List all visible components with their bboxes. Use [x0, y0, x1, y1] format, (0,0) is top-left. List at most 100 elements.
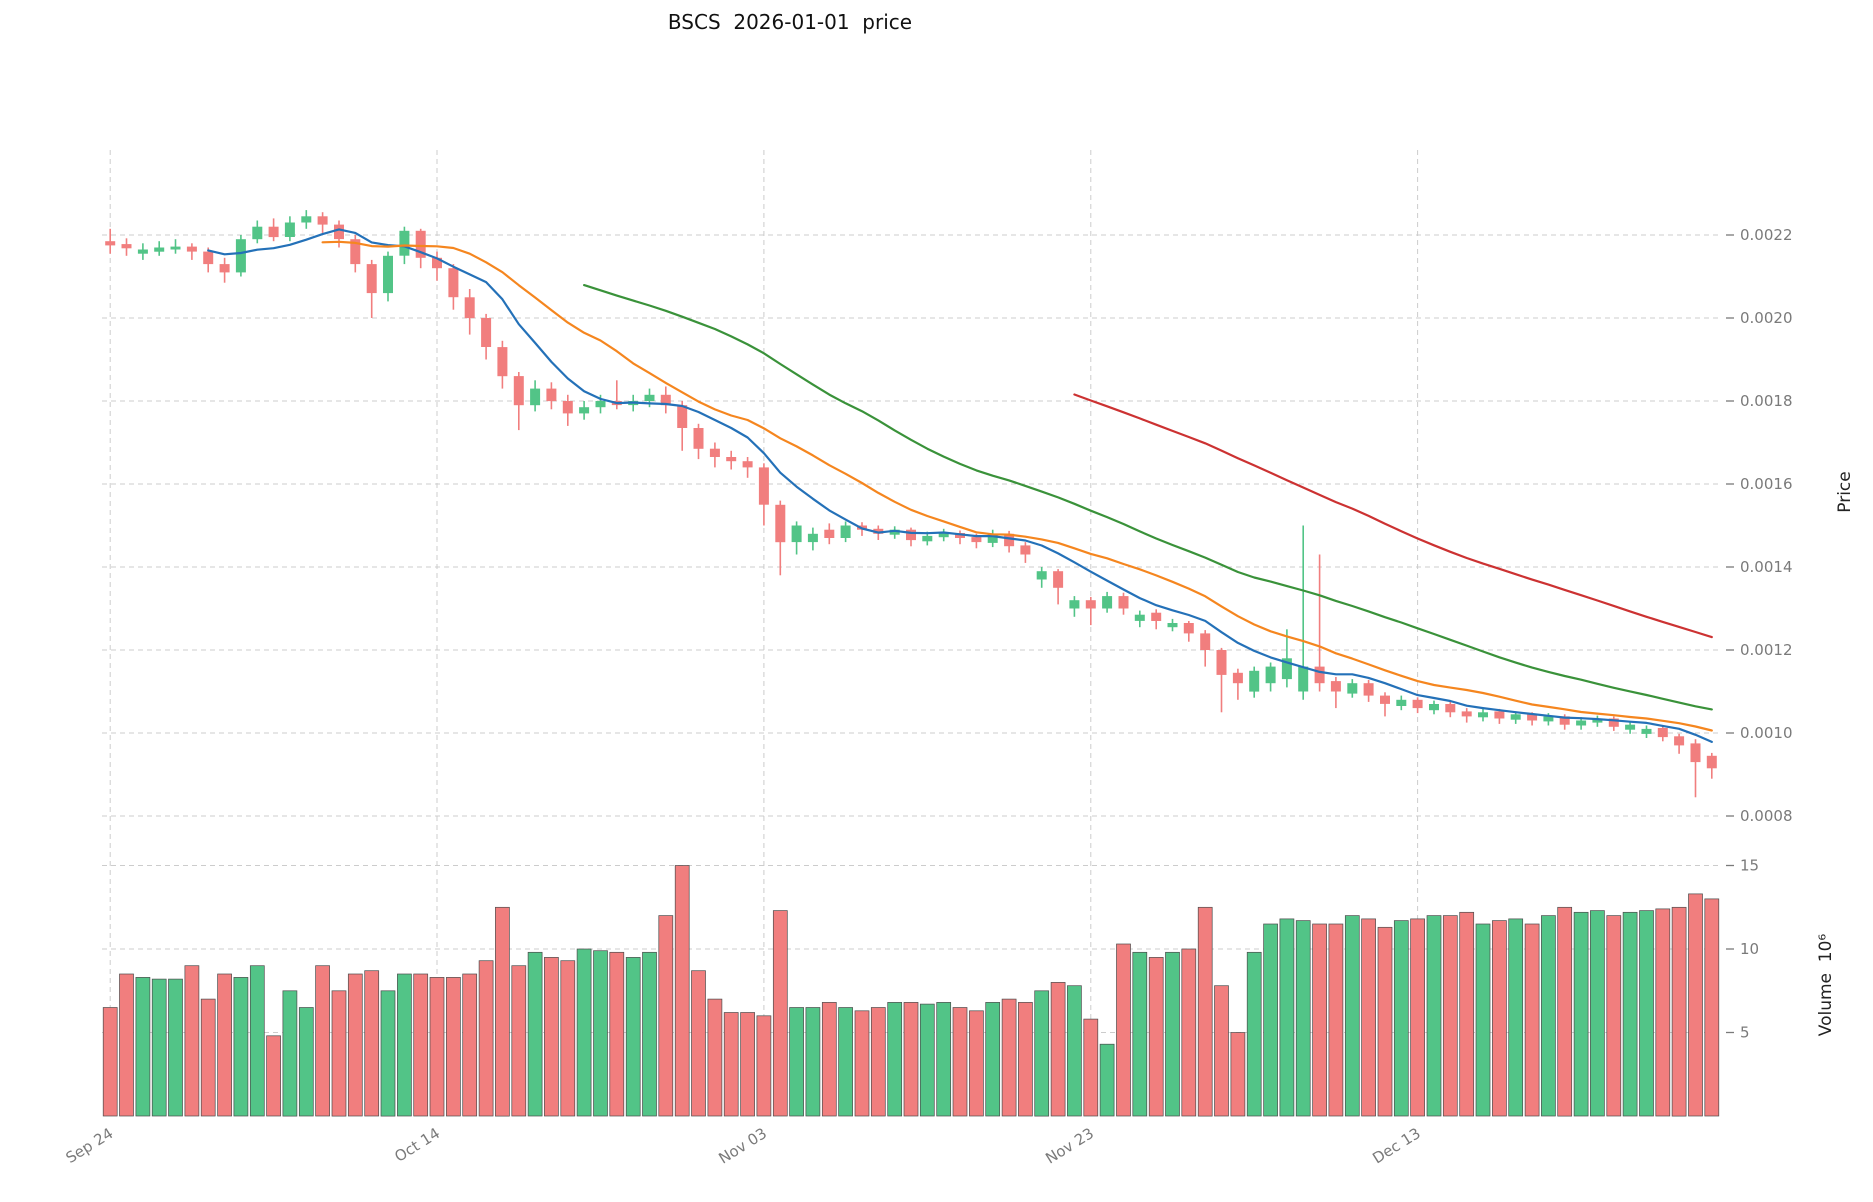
candle-body [579, 407, 590, 414]
candle-body [383, 255, 393, 294]
volume-bar [936, 1002, 952, 1117]
volume-bar [658, 915, 674, 1117]
candle-body [1183, 623, 1194, 634]
volume-bar [1459, 911, 1475, 1117]
candle-body [1674, 736, 1685, 746]
price-axis-label: Price [1835, 471, 1855, 513]
candle-body [562, 401, 573, 414]
volume-bar [756, 1015, 772, 1117]
candle-body [1543, 716, 1554, 722]
volume-bar [135, 977, 151, 1117]
candle-body [154, 247, 165, 252]
candle-body [1232, 672, 1243, 684]
volume-bar [1475, 923, 1491, 1117]
candle-body [971, 537, 982, 543]
candle-body [1657, 728, 1668, 738]
candle-body [399, 230, 410, 256]
candle-body [1625, 724, 1636, 730]
candle-body [1706, 755, 1717, 769]
volume-bar [397, 973, 412, 1117]
volume-tick-label: 10 [1740, 940, 1759, 958]
candle-body [1494, 711, 1505, 719]
candle-body [1559, 716, 1570, 725]
candle-body [301, 216, 312, 223]
candle-body [219, 264, 230, 273]
volume-bar [446, 977, 461, 1117]
candle-body [1429, 704, 1439, 711]
ma-long-line [582, 284, 1713, 711]
candle-body [775, 504, 786, 543]
volume-bar [1067, 985, 1082, 1117]
candle-body [1102, 596, 1113, 609]
candle-body [464, 297, 475, 319]
volume-bar [102, 1007, 118, 1117]
candle-body [1347, 683, 1358, 694]
candle-body [1069, 600, 1080, 609]
volume-bar [1116, 943, 1131, 1117]
volume-bar [1148, 957, 1164, 1117]
candle-body [889, 529, 900, 535]
candle-body [1363, 683, 1374, 696]
candle-body [1265, 666, 1276, 684]
price-tick-label: 0.0018 [1740, 392, 1793, 410]
volume-bar [1018, 1002, 1033, 1117]
candle-body [644, 394, 655, 401]
volume-bar [1034, 990, 1050, 1117]
volume-tick-label: 5 [1740, 1024, 1750, 1042]
volume-bar [1557, 906, 1573, 1117]
candle-body [252, 226, 263, 240]
volume-bar [969, 1010, 984, 1117]
candle-body [334, 224, 344, 240]
candle-body [1690, 743, 1701, 763]
candle-body [1527, 714, 1538, 721]
volume-bar [1426, 915, 1442, 1117]
volume-bar [527, 951, 543, 1117]
candle-body [1216, 650, 1227, 675]
candle-body [742, 461, 753, 468]
ma-longest-line [1073, 393, 1713, 639]
volume-bar [1377, 926, 1393, 1117]
volume-bar [560, 960, 576, 1117]
candle-body [1445, 704, 1456, 713]
volume-bar [478, 960, 494, 1117]
candle-body [186, 246, 197, 252]
volume-bar [347, 973, 363, 1117]
candle-body [530, 388, 541, 406]
candle-body [448, 268, 459, 298]
volume-bar [1295, 920, 1311, 1117]
candle-body [1020, 545, 1031, 555]
candle-body [1396, 699, 1407, 706]
candle-body [1592, 718, 1603, 723]
volume-bar [1344, 915, 1360, 1117]
candle-body [1036, 571, 1047, 580]
candle-body [726, 457, 737, 462]
volume-bar [625, 957, 641, 1117]
volume-bar [1263, 923, 1278, 1117]
candle-body [513, 376, 524, 406]
candle-body [791, 525, 802, 543]
price-tick-label: 0.0022 [1740, 226, 1793, 244]
volume-bar [1524, 923, 1540, 1117]
volume-bar [1083, 1018, 1099, 1117]
x-tick-label: Dec 13 [1369, 1124, 1423, 1167]
volume-bar [674, 865, 690, 1117]
volume-bar [1361, 918, 1376, 1117]
candle-body [1085, 600, 1096, 609]
price-tick-label: 0.0020 [1740, 309, 1793, 327]
candle-body [546, 388, 557, 402]
price-tick-label: 0.0012 [1740, 641, 1793, 659]
candle-body [203, 251, 214, 265]
volume-bar [1688, 893, 1703, 1117]
candle-body [1151, 612, 1162, 621]
volume-bar [1655, 908, 1671, 1117]
volume-bar [789, 1007, 804, 1117]
volume-bar [870, 1007, 886, 1117]
volume-bar [282, 990, 298, 1117]
candle-body [693, 428, 704, 449]
volume-bar [691, 970, 706, 1117]
candle-body [497, 347, 508, 377]
candle-body [137, 249, 148, 254]
chart-title: BSCS 2026-01-01 price [667, 10, 913, 34]
volume-bar [1279, 918, 1295, 1117]
candle-body [807, 533, 818, 543]
